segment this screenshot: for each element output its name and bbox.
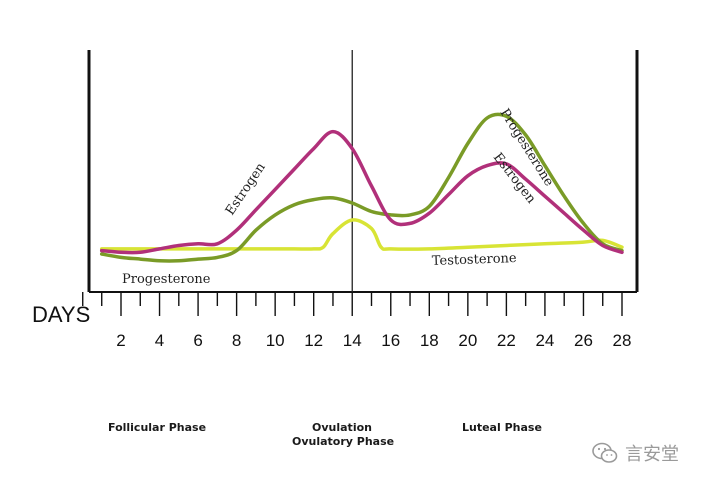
x-tick-label-18: 18 — [420, 331, 439, 350]
x-tick-label-16: 16 — [381, 331, 400, 350]
x-tick-label-26: 26 — [574, 331, 593, 350]
x-tick-label-4: 4 — [155, 331, 164, 350]
x-axis-title: DAYS — [32, 302, 91, 327]
x-tick-label-6: 6 — [193, 331, 202, 350]
series-layer — [99, 112, 624, 263]
x-tick-label-12: 12 — [304, 331, 323, 350]
ovulation-label: Ovulation — [312, 421, 372, 434]
x-tick-label-28: 28 — [613, 331, 632, 350]
series-label-testosterone-2: Testosterone — [432, 251, 518, 269]
x-tick-label-8: 8 — [232, 331, 241, 350]
wechat-icon — [592, 442, 618, 463]
ovulatory-phase-label: Ovulatory Phase — [292, 435, 395, 448]
watermark: 言安堂 — [592, 440, 679, 466]
follicular-phase-label: Follicular Phase — [108, 421, 207, 434]
watermark-text: 言安堂 — [625, 444, 679, 465]
series-line-progesterone — [99, 112, 624, 263]
series-line-testosterone — [99, 218, 624, 251]
x-tick-label-22: 22 — [497, 331, 516, 350]
x-tick-label-20: 20 — [458, 331, 477, 350]
series-label-progesterone-1: Progesterone — [122, 272, 211, 287]
x-tick-label-24: 24 — [535, 331, 554, 350]
ovulation-phase-label: Ovulation Ovulatory Phase — [292, 421, 395, 449]
luteal-phase-label: Luteal Phase — [462, 421, 542, 434]
x-tick-label-14: 14 — [343, 331, 362, 350]
series-label-estrogen-0: Estrogen — [223, 160, 269, 218]
x-axis: 2 4 6 8 10 12 14 16 18 20 22 24 26 28 — [82, 292, 632, 350]
series-line-estrogen — [99, 129, 624, 255]
x-tick-label-10: 10 — [266, 331, 285, 350]
chart-frame — [87, 50, 639, 293]
x-tick-label-2: 2 — [116, 331, 125, 350]
